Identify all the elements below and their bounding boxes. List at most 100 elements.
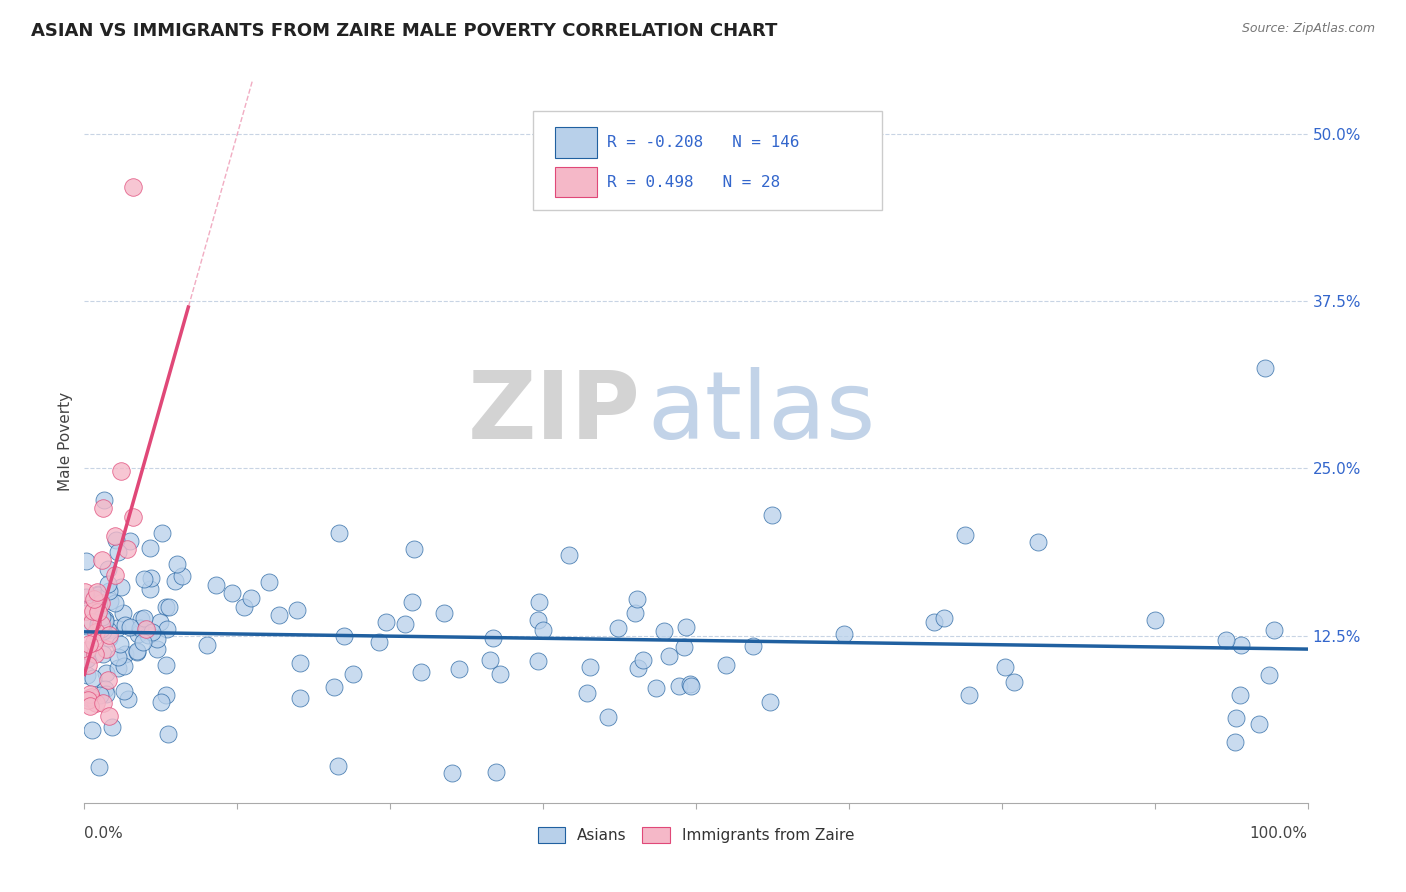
Point [89, 688, 111, 702]
Point [606, 621, 628, 635]
Point [489, 666, 512, 681]
Point [94, 612, 117, 626]
Point [155, 599, 177, 614]
Point [107, 544, 129, 558]
Point [136, 628, 159, 642]
Point [90, 622, 112, 636]
Point [97, 631, 120, 645]
Point [994, 660, 1017, 674]
Point [91, 501, 114, 516]
Y-axis label: Male Poverty: Male Poverty [58, 392, 73, 491]
Point [90, 617, 112, 632]
Point [75, 585, 97, 599]
Point [375, 615, 398, 630]
Point [75, 554, 97, 568]
Point [104, 529, 127, 543]
Point [323, 680, 346, 694]
Point [146, 641, 169, 656]
Point [76, 693, 98, 707]
Text: Source: ZipAtlas.com: Source: ZipAtlas.com [1241, 22, 1375, 36]
Text: 100.0%: 100.0% [1250, 826, 1308, 841]
Point [402, 542, 425, 557]
Point [527, 595, 550, 609]
Point [1223, 735, 1246, 749]
Point [132, 610, 155, 624]
Point [129, 612, 152, 626]
Point [87, 589, 110, 603]
Point [91, 647, 114, 661]
Point [139, 541, 162, 555]
Point [205, 578, 228, 592]
Point [1229, 688, 1251, 702]
Point [240, 591, 263, 606]
Point [596, 709, 619, 723]
Point [120, 620, 142, 634]
Point [953, 528, 976, 542]
Point [576, 686, 599, 700]
Point [114, 648, 136, 662]
Point [79, 687, 101, 701]
Point [1002, 675, 1025, 690]
Point [112, 607, 135, 621]
Point [80, 615, 103, 629]
Point [76, 652, 98, 666]
Point [97, 561, 120, 575]
Point [668, 679, 690, 693]
Point [1254, 361, 1277, 376]
Point [1225, 711, 1247, 725]
Point [742, 639, 765, 653]
Legend: Asians, Immigrants from Zaire: Asians, Immigrants from Zaire [531, 822, 860, 849]
Point [104, 533, 127, 548]
Point [526, 613, 548, 627]
Point [681, 679, 703, 693]
Point [832, 627, 855, 641]
Point [652, 624, 675, 638]
Point [112, 658, 135, 673]
Point [84, 647, 107, 661]
Point [328, 525, 350, 540]
Point [482, 631, 505, 645]
Point [97, 576, 120, 591]
Point [84, 696, 107, 710]
Point [91, 609, 114, 624]
Point [658, 648, 681, 663]
Point [714, 658, 737, 673]
Point [97, 673, 120, 687]
Point [150, 526, 173, 541]
Point [75, 604, 97, 618]
Text: R = 0.498   N = 28: R = 0.498 N = 28 [606, 175, 780, 190]
Point [87, 606, 110, 620]
Text: atlas: atlas [647, 367, 876, 458]
Point [91, 696, 114, 710]
Point [679, 677, 702, 691]
Point [80, 690, 103, 704]
Point [485, 764, 508, 779]
Point [84, 625, 107, 640]
Point [94, 642, 117, 657]
Point [122, 180, 145, 194]
Point [107, 661, 129, 675]
Point [257, 574, 280, 589]
Point [76, 658, 98, 673]
Point [411, 665, 433, 680]
Point [90, 552, 112, 566]
Point [922, 615, 945, 629]
Point [77, 637, 100, 651]
Point [87, 616, 110, 631]
Point [290, 656, 312, 670]
Point [233, 600, 256, 615]
Point [110, 580, 132, 594]
Point [97, 623, 120, 637]
Point [170, 569, 193, 583]
Point [89, 760, 111, 774]
Point [108, 637, 131, 651]
Point [165, 574, 187, 588]
Point [326, 758, 349, 772]
Point [97, 708, 120, 723]
Point [367, 634, 389, 648]
Text: ZIP: ZIP [468, 367, 641, 458]
Point [627, 661, 650, 675]
Text: ASIAN VS IMMIGRANTS FROM ZAIRE MALE POVERTY CORRELATION CHART: ASIAN VS IMMIGRANTS FROM ZAIRE MALE POVE… [31, 22, 778, 40]
Point [132, 572, 155, 586]
Point [624, 606, 647, 620]
